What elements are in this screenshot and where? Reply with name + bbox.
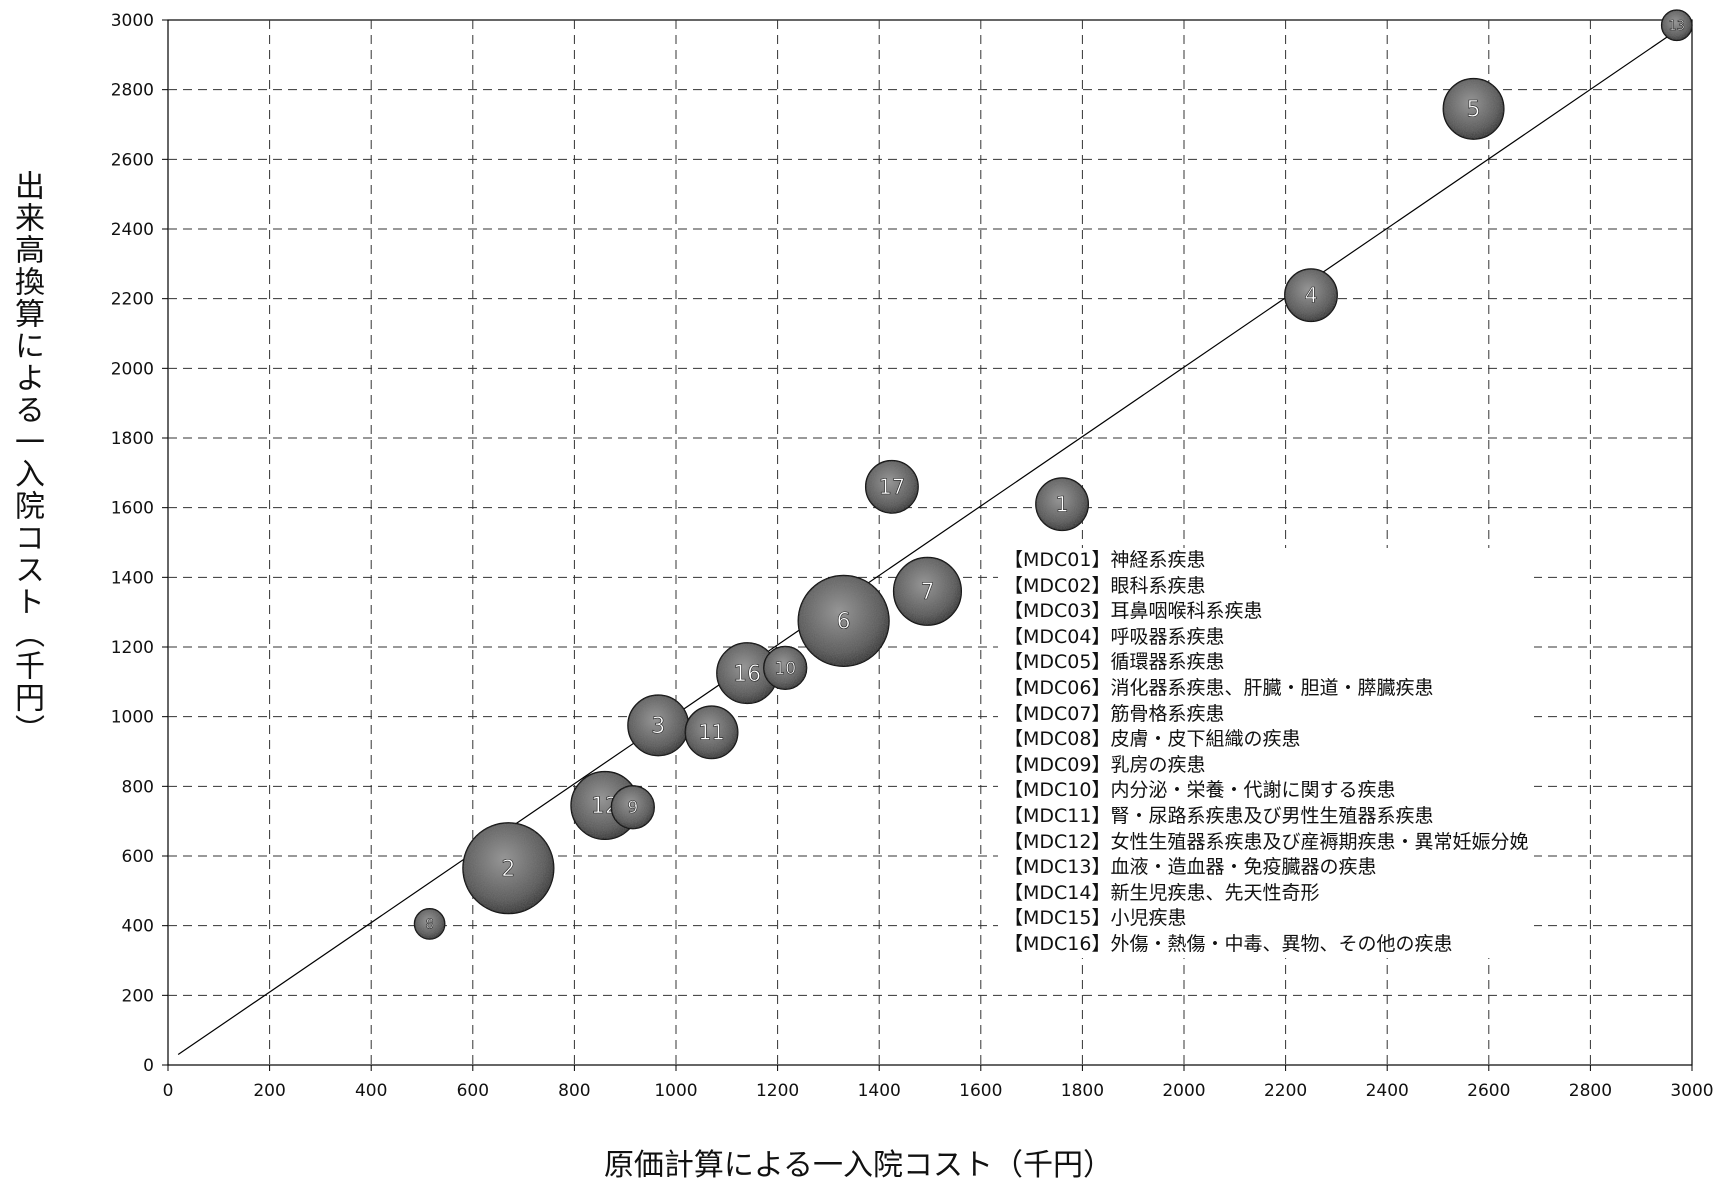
x-tick-label: 1200 (756, 1081, 799, 1101)
y-tick-label: 1800 (111, 429, 154, 449)
legend-item: 【MDC02】眼科系疾患 (1004, 574, 1206, 597)
y-axis-label: 出来高換算による一入院コスト（千円） (9, 170, 44, 746)
bubble-texture (627, 695, 689, 756)
x-tick-label: 1600 (959, 1081, 1002, 1101)
y-tick-label: 1600 (111, 499, 154, 519)
bubble-texture (1284, 268, 1338, 322)
bubble-label: 4 (1304, 284, 1317, 308)
bubble-label: 6 (837, 610, 851, 635)
bubble-label: 1 (1055, 493, 1068, 517)
bubble-label: 7 (920, 580, 934, 605)
x-tick-label: 600 (457, 1081, 489, 1101)
legend-item: 【MDC03】耳鼻咽喉科系疾患 (1004, 600, 1263, 623)
bubble-label: 2 (501, 857, 515, 882)
x-tick-label: 1400 (858, 1081, 901, 1101)
legend-item: 【MDC16】外傷・熱傷・中毒、異物、その他の疾患 (1004, 932, 1453, 955)
reference-line (177, 19, 1693, 1056)
bubble-texture (611, 785, 655, 829)
x-tick-label: 2600 (1467, 1081, 1510, 1101)
x-tick-label: 2200 (1264, 1081, 1307, 1101)
y-tick-label: 1200 (111, 638, 154, 658)
bubble-texture (1035, 477, 1089, 531)
bubble-texture (893, 557, 962, 626)
x-tick-label: 1000 (654, 1081, 697, 1101)
x-tick-label: 200 (253, 1081, 285, 1101)
bubble-label: 8 (425, 917, 433, 932)
x-tick-label: 800 (558, 1081, 590, 1101)
bubble-label: 17 (879, 475, 906, 499)
y-tick-label: 1000 (111, 708, 154, 728)
y-tick-label: 2000 (111, 359, 154, 379)
bubble-texture (414, 908, 445, 940)
legend-item: 【MDC06】消化器系疾患、肝臓・胆道・膵臓疾患 (1004, 676, 1434, 699)
x-tick-label: 3000 (1670, 1081, 1713, 1101)
y-tick-label: 200 (122, 986, 154, 1006)
legend-item: 【MDC12】女性生殖器系疾患及び産褥期疾患・異常妊娠分娩 (1004, 830, 1529, 853)
legend-item: 【MDC11】腎・尿路系疾患及び男性生殖器系疾患 (1004, 804, 1434, 827)
y-tick-label: 800 (122, 777, 154, 797)
y-tick-label: 3000 (111, 11, 154, 31)
legend-item: 【MDC07】筋骨格系疾患 (1004, 702, 1225, 725)
bubble-label: 10 (774, 659, 796, 679)
legend-item: 【MDC08】皮膚・皮下組織の疾患 (1004, 728, 1301, 751)
bubble-texture (1661, 10, 1692, 41)
bubble-texture (798, 575, 889, 667)
legend-item: 【MDC10】内分泌・栄養・代謝に関する疾患 (1004, 779, 1396, 802)
bubble-label: 11 (698, 721, 725, 745)
x-tick-label: 1800 (1061, 1081, 1104, 1101)
bubble-texture (1443, 78, 1504, 140)
bubble-label: 3 (651, 714, 665, 739)
bubble-texture (865, 460, 919, 513)
y-tick-label: 2200 (111, 290, 154, 310)
legend-item: 【MDC01】神経系疾患 (1004, 549, 1206, 571)
x-tick-label: 2000 (1162, 1081, 1205, 1101)
x-tick-label: 0 (163, 1081, 174, 1101)
x-tick-label: 2800 (1569, 1081, 1612, 1101)
y-tick-label: 1400 (111, 568, 154, 588)
y-tick-label: 2600 (111, 150, 154, 170)
x-axis-label: 原価計算による一入院コスト（千円） (603, 1148, 1114, 1183)
bubble-label: 13 (1668, 19, 1685, 34)
y-tick-label: 0 (143, 1056, 154, 1076)
y-tick-label: 2800 (111, 81, 154, 101)
bubble-label: 5 (1467, 98, 1481, 123)
x-tick-label: 400 (355, 1081, 387, 1101)
y-tick-label: 600 (122, 847, 154, 867)
legend: 【MDC01】神経系疾患 【MDC02】眼科系疾患 【MDC03】耳鼻咽喉科系疾患【… (998, 548, 1535, 958)
legend-item: 【MDC15】小児疾患 (1004, 907, 1187, 930)
legend-item: 【MDC05】循環器系疾患 (1004, 651, 1225, 674)
legend-item: 【MDC04】呼吸器系疾患 (1004, 625, 1225, 648)
bubble-label: 16 (733, 662, 761, 687)
bubble-texture (463, 822, 554, 914)
y-tick-label: 2400 (111, 220, 154, 240)
bubble-texture (716, 642, 778, 704)
bubble-label: 9 (627, 798, 638, 818)
x-tick-label: 2400 (1366, 1081, 1409, 1101)
legend-item: 【MDC13】血液・造血器・免疫臓器の疾患 (1004, 856, 1377, 879)
legend-item: 【MDC09】乳房の疾患 (1004, 753, 1206, 776)
y-tick-label: 400 (122, 917, 154, 937)
bubble-texture (763, 646, 807, 690)
legend-item: 【MDC14】新生児疾患、先天性奇形 (1004, 881, 1320, 904)
bubble-texture (685, 706, 738, 759)
